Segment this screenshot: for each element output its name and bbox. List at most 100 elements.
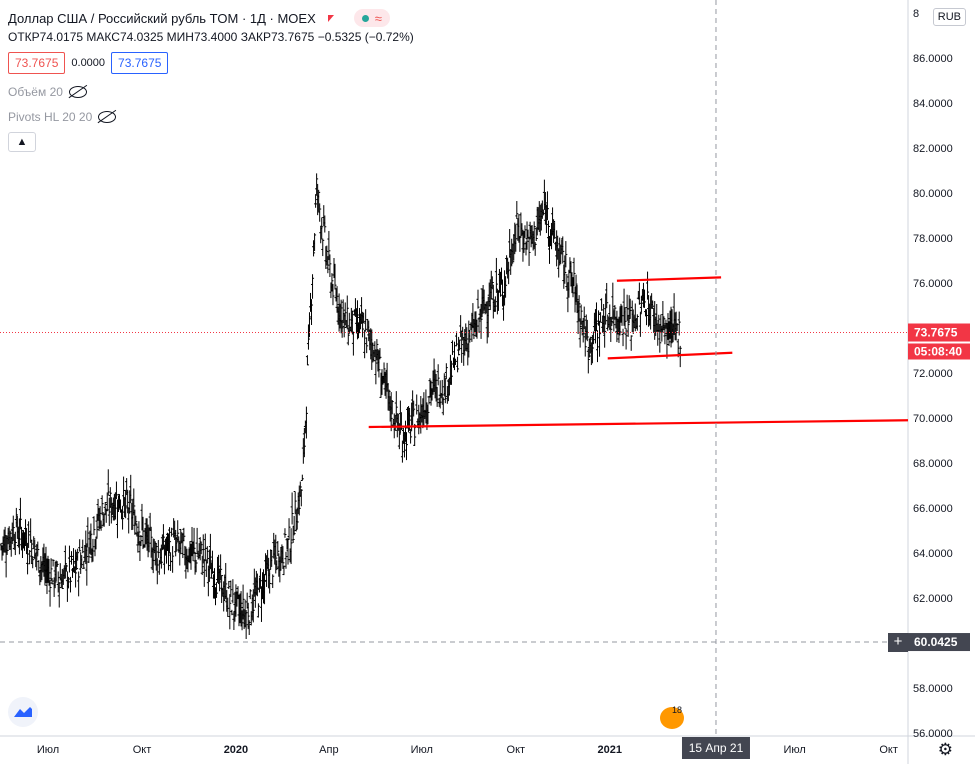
- ohlc-bar: [114, 481, 118, 500]
- ohlc-bar: [293, 491, 297, 515]
- ohlc-bar: [29, 518, 33, 543]
- ohlc-bar: [13, 531, 17, 556]
- ohlc-bar: [317, 189, 321, 212]
- y-tick-label: 58.0000: [913, 683, 953, 695]
- ohlc-bar: [151, 538, 155, 574]
- gear-icon[interactable]: ⚙: [937, 740, 953, 759]
- ohlc-bar: [456, 356, 460, 373]
- ohlc-bar: [167, 533, 171, 571]
- ohlc-bar: [132, 488, 136, 516]
- ohlc-bar: [251, 589, 255, 623]
- trendline[interactable]: [616, 276, 722, 282]
- ohlc-bar: [200, 555, 204, 576]
- plus-icon[interactable]: +: [888, 633, 908, 652]
- ohlc-bar: [645, 309, 649, 326]
- ohlc-bar: [598, 320, 602, 357]
- ohlc-bar: [600, 298, 604, 311]
- earnings-icon[interactable]: 18: [660, 705, 684, 729]
- market-status-icon[interactable]: ≈: [353, 9, 390, 27]
- ohlc-bar: [210, 550, 214, 574]
- ohlc-bar: [240, 610, 244, 631]
- ohlc-bar: [402, 431, 406, 458]
- ohlc-bar: [300, 474, 304, 481]
- ohlc-bar: [14, 507, 18, 528]
- ohlc-bar: [282, 565, 286, 576]
- ohlc-bar: [121, 505, 125, 530]
- ohlc-bar: [291, 526, 295, 544]
- ohlc-bar: [170, 527, 174, 537]
- eye-crossed-icon[interactable]: [98, 111, 117, 123]
- ohlc-bar: [17, 518, 21, 555]
- ohlc-bar: [248, 589, 252, 600]
- ohlc-bar: [297, 485, 301, 516]
- ohlc-bar: [27, 521, 31, 548]
- ohlc-bar: [228, 594, 232, 630]
- ohlc-bar: [194, 559, 198, 573]
- ohlc-bar: [295, 507, 299, 530]
- ohlc-bar: [585, 319, 589, 342]
- ohlc-bar: [325, 245, 329, 266]
- ohlc-bar: [299, 489, 303, 507]
- ohlc-values: ОТКР74.0175 МАКС74.0325 МИН73.4000 ЗАКР7…: [8, 30, 414, 44]
- ohlc-bar: [372, 350, 376, 362]
- indicator-pivots[interactable]: Pivots HL 20 20: [8, 110, 414, 124]
- eye-crossed-icon[interactable]: [68, 86, 87, 98]
- ohlc-bar: [575, 285, 579, 314]
- ohlc-bar: [534, 227, 538, 241]
- ohlc-bar: [105, 492, 109, 512]
- ohlc-bar: [81, 539, 85, 554]
- trendline[interactable]: [607, 351, 733, 360]
- ohlc-bar: [422, 392, 426, 428]
- ohlc-bar: [302, 427, 306, 458]
- ohlc-bar: [612, 310, 616, 332]
- ohlc-bar: [627, 295, 631, 324]
- ohlc-bar: [343, 302, 347, 326]
- ohlc-bar: [426, 404, 430, 425]
- ohlc-bar: [507, 261, 511, 285]
- ohlc-bar: [546, 220, 550, 247]
- ohlc-bar: [67, 545, 71, 573]
- ohlc-bar: [55, 561, 59, 567]
- currency-button[interactable]: RUB: [932, 8, 966, 26]
- chevron-up-icon[interactable]: ▲: [8, 132, 36, 152]
- ask-price-box[interactable]: 73.7675: [111, 52, 169, 74]
- ohlc-bar: [217, 554, 221, 585]
- ohlc-bar: [510, 238, 514, 267]
- x-tick-label: Окт: [507, 744, 526, 756]
- ohlc-bar: [205, 546, 209, 564]
- bid-price-box[interactable]: 73.7675: [8, 52, 66, 74]
- ohlc-bar: [440, 379, 444, 405]
- tradingview-logo-icon[interactable]: [8, 697, 38, 727]
- ohlc-bar: [77, 571, 81, 597]
- ohlc-bar: [47, 558, 51, 586]
- trendline[interactable]: [368, 419, 909, 429]
- ohlc-bar: [275, 560, 279, 571]
- ohlc-bar: [590, 335, 594, 364]
- ohlc-bar: [318, 203, 322, 222]
- ohlc-bar: [107, 497, 111, 526]
- indicator-volume[interactable]: Объём 20: [8, 85, 414, 99]
- ohlc-bar: [286, 538, 290, 565]
- ohlc-bar: [156, 539, 160, 558]
- flag-icon[interactable]: [327, 14, 334, 22]
- ohlc-bar: [290, 492, 294, 525]
- ohlc-bar: [377, 350, 381, 378]
- y-tick-label: 78.0000: [913, 233, 953, 245]
- ohlc-bar: [99, 520, 103, 531]
- chart-legend: Доллар США / Российский рубль TOM · 1Д ·…: [8, 8, 414, 152]
- y-tick-label: 64.0000: [913, 548, 953, 560]
- x-tick-label: Окт: [879, 744, 898, 756]
- ohlc-bar: [26, 542, 30, 575]
- ohlc-bar: [71, 568, 75, 578]
- ohlc-bar: [72, 548, 76, 572]
- ohlc-bar: [304, 406, 308, 439]
- ohlc-bar: [74, 549, 78, 588]
- ohlc-bar: [490, 276, 494, 290]
- y-tick-label: 84.0000: [913, 98, 953, 110]
- ohlc-bar: [635, 314, 639, 331]
- symbol-title[interactable]: Доллар США / Российский рубль TOM · 1Д ·…: [8, 10, 316, 26]
- ohlc-bar: [203, 533, 207, 561]
- ohlc-bar: [450, 340, 454, 355]
